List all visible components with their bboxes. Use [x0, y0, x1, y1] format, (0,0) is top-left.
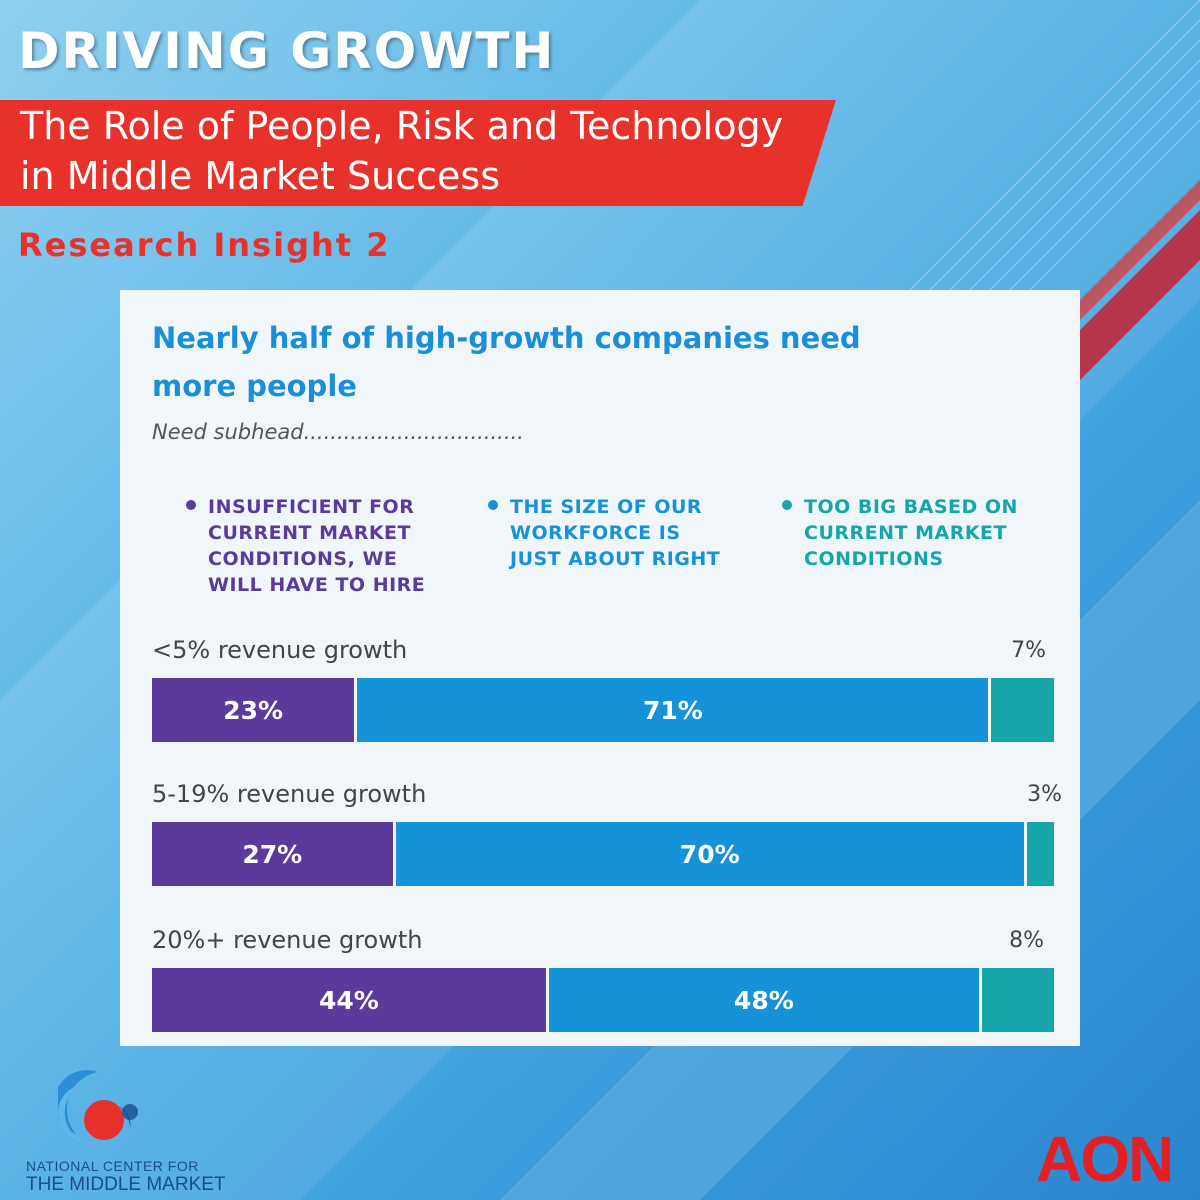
legend-label-line: CURRENT MARKET: [804, 522, 1007, 544]
data-label: 48%: [733, 985, 794, 1015]
category-label: <5% revenue growth: [152, 636, 408, 664]
bar-segment-series-0: 44%: [152, 968, 549, 1032]
data-label: 70%: [679, 839, 740, 869]
bar-segment-series-0: 23%: [152, 678, 358, 742]
legend-label: INSUFFICIENT FOR CURRENT MARKET CONDITIONS…: [208, 494, 425, 598]
data-label: 27%: [242, 839, 303, 869]
legend-label-line: CONDITIONS, WE: [208, 548, 398, 570]
ncmm-wordmark: NATIONAL CENTER FOR THE MIDDLE MARKET: [26, 1158, 226, 1196]
legend-label-line: INSUFFICIENT FOR: [208, 496, 415, 518]
bar-segment-series-0: 27%: [152, 822, 396, 886]
stacked-bar: 27% 70%: [152, 822, 1054, 886]
legend-label-line: JUST ABOUT RIGHT: [510, 548, 721, 570]
legend-label: TOO BIG BASED ON CURRENT MARKET CONDITIONS: [804, 494, 1018, 572]
legend-label-line: WILL HAVE TO HIRE: [208, 574, 426, 596]
legend-label-line: CURRENT MARKET: [208, 522, 411, 544]
legend-label-line: TOO BIG BASED ON: [804, 496, 1018, 518]
bar-segment-series-1: 71%: [357, 678, 992, 742]
banner-line-1: The Role of People, Risk and Technology: [20, 104, 784, 148]
bar-segment-series-2: [991, 678, 1054, 742]
banner-line-2: in Middle Market Success: [20, 154, 500, 198]
legend-label: THE SIZE OF OUR WORKFORCE IS JUST ABOUT RI…: [510, 494, 720, 572]
legend-label-line: WORKFORCE IS: [510, 522, 681, 544]
legend-dot-icon: [488, 500, 498, 510]
data-label-too-big: 7%: [1011, 638, 1046, 663]
bar-segment-series-1: 48%: [548, 968, 982, 1032]
data-label: 71%: [643, 695, 703, 725]
page-title: DRIVING GROWTH: [18, 22, 556, 80]
data-label-too-big: 8%: [1009, 928, 1044, 953]
stacked-bar: 44% 48%: [152, 968, 1054, 1032]
legend-label-line: CONDITIONS: [804, 548, 944, 570]
research-insight-label: Research Insight 2: [18, 226, 391, 264]
aon-logo: AON: [1036, 1123, 1174, 1195]
chart-title: Nearly half of high-growth companies nee…: [152, 321, 861, 403]
ncmm-line-2: THE MIDDLE MARKET: [26, 1174, 226, 1195]
bar-segment-series-2: [981, 968, 1054, 1032]
legend-dot-icon: [186, 500, 196, 510]
legend-label-line: THE SIZE OF OUR: [510, 496, 703, 518]
chart-card: Nearly half of high-growth companies nee…: [120, 290, 1080, 1046]
stacked-bar: 23% 71%: [152, 678, 1054, 742]
category-label: 20%+ revenue growth: [152, 926, 423, 954]
ncmm-line-1: NATIONAL CENTER FOR: [26, 1158, 199, 1174]
category-label: 5-19% revenue growth: [152, 780, 427, 808]
bar-segment-series-1: 70%: [395, 822, 1027, 886]
bar-segment-series-2: [1026, 822, 1054, 886]
data-label: 44%: [319, 985, 379, 1015]
chart-subtitle: Need subhead............................…: [152, 420, 524, 444]
legend-dot-icon: [782, 500, 792, 510]
ncmm-logo-icon: [58, 1070, 138, 1143]
data-label-too-big: 3%: [1027, 782, 1062, 807]
data-label: 23%: [223, 695, 284, 725]
subtitle-banner: The Role of People, Risk and Technology …: [0, 100, 836, 206]
